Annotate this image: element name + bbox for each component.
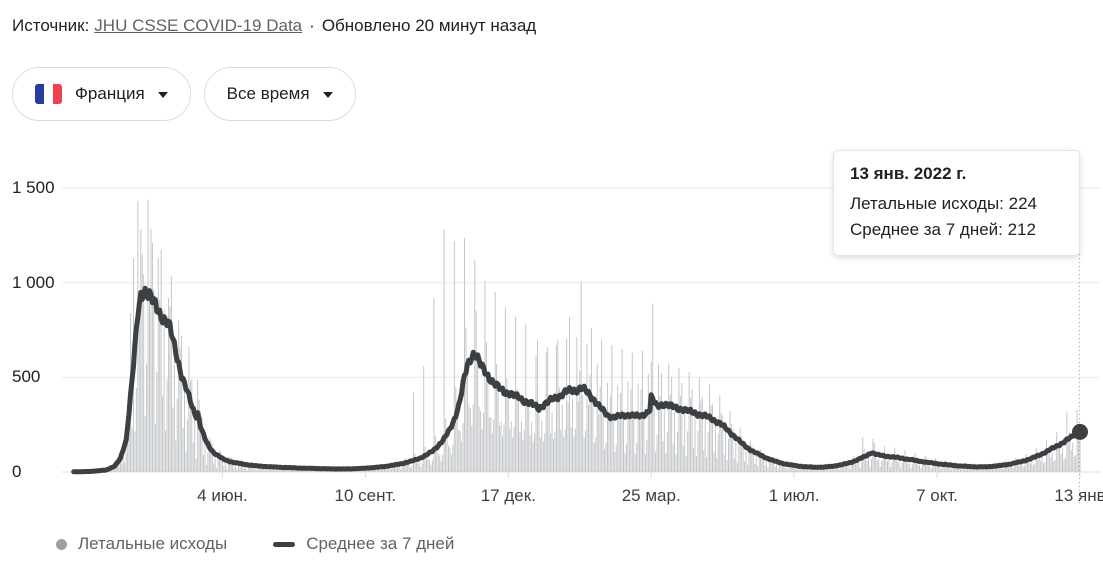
x-axis-label: 13 янв [1054,486,1103,505]
y-axis-label: 1 500 [12,178,55,197]
country-filter-dropdown[interactable]: Франция [12,67,191,121]
legend-deaths-label: Летальные исходы [78,534,228,553]
y-axis-label: 500 [12,367,41,387]
average-line-icon [273,541,296,547]
france-flag-icon [35,84,62,104]
average-line-series [71,285,1083,475]
legend-item-deaths: Летальные исходы [56,534,227,554]
country-filter-label: Франция [75,84,145,103]
time-range-label: Все время [226,84,310,103]
tooltip-date: 13 янв. 2022 г. [850,164,967,183]
x-axis-label: 25 мар. [621,486,681,505]
source-link[interactable]: JHU CSSE COVID-19 Data [94,16,303,35]
highlight-dot[interactable] [1072,423,1088,440]
x-axis-label: 4 июн. [197,486,248,505]
x-axis-label: 7 окт. [916,486,959,505]
y-axis-label: 1 000 [12,272,55,292]
chart-legend: Летальные исходы Среднее за 7 дней [56,534,454,554]
y-axis-label: 0 [12,462,22,481]
time-range-dropdown[interactable]: Все время [203,67,356,121]
source-line: Источник: JHU CSSE COVID-19 Data · Обновлен… [12,16,536,36]
x-axis-label: 10 сент. [334,486,397,505]
updated-text: Обновлено 20 минут назад [321,16,537,35]
source-label: Источник: [12,16,90,35]
x-axis-label: 1 июл. [768,486,820,505]
tooltip-average-row: Среднее за 7 дней: 212 [850,220,1036,239]
legend-item-average: Среднее за 7 дней [273,534,454,554]
chart-tooltip: 13 янв. 2022 г. Летальные исходы: 224 Ср… [833,150,1080,256]
chevron-down-icon [157,92,168,98]
deaths-dot-icon [56,538,67,550]
tooltip-deaths-row: Летальные исходы: 224 [850,194,1037,213]
separator-dot: · [309,16,315,35]
x-axis-label: 17 дек. [480,486,536,505]
filter-bar: Франция Все время [12,67,356,121]
legend-average-label: Среднее за 7 дней [306,534,455,553]
chevron-down-icon [322,92,333,98]
